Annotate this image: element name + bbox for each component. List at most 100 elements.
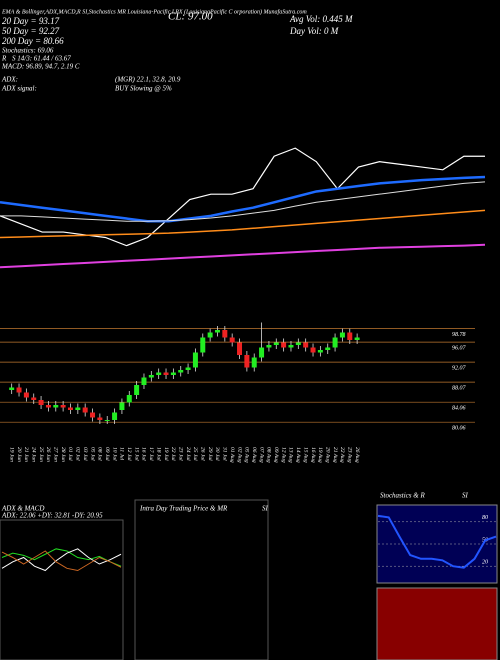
panel-title: SI bbox=[262, 505, 269, 513]
intraday-panel bbox=[134, 499, 269, 660]
date-label: 05 Jul bbox=[89, 447, 95, 461]
date-label: 19 Aug bbox=[317, 447, 323, 463]
date-label: 23 Aug bbox=[347, 447, 353, 463]
r: R bbox=[1, 55, 7, 63]
date-label: 09 Jul bbox=[104, 447, 110, 461]
date-label: 01 Aug bbox=[229, 447, 235, 463]
candle-body bbox=[31, 397, 37, 400]
date-label: 12 Jul bbox=[126, 447, 132, 461]
date-label: 30 Jul bbox=[214, 446, 220, 461]
date-label: 21 Jun bbox=[23, 447, 29, 462]
candle-body bbox=[347, 332, 353, 340]
date-label: 25 Jul bbox=[192, 447, 198, 461]
candle-body bbox=[237, 342, 243, 355]
date-label: 07 Aug bbox=[258, 447, 264, 463]
stoch14: S 14/3: 61.44 / 63.67 bbox=[12, 55, 71, 63]
price-level-label: 84.06 bbox=[452, 405, 466, 412]
series-line bbox=[1, 548, 122, 572]
candle-body bbox=[82, 407, 88, 413]
date-label: 19 Jun bbox=[8, 447, 14, 462]
date-label: 26 Jun bbox=[45, 447, 51, 462]
candle-body bbox=[163, 372, 169, 375]
candle-body bbox=[295, 342, 301, 345]
candle-body bbox=[317, 350, 323, 353]
candle-body bbox=[119, 402, 125, 410]
date-label: 28 Jun bbox=[60, 447, 66, 462]
candle-body bbox=[332, 337, 338, 348]
close: CL: 97.00 bbox=[168, 11, 213, 23]
candle-body bbox=[9, 387, 15, 390]
candle-body bbox=[266, 345, 272, 348]
date-label: 21 Aug bbox=[332, 447, 338, 463]
candle-body bbox=[303, 342, 309, 348]
candle-body bbox=[244, 355, 250, 368]
date-label: 18 Jul bbox=[155, 447, 161, 461]
candle-body bbox=[75, 407, 81, 410]
date-label: 15 Aug bbox=[302, 447, 308, 463]
candle-body bbox=[325, 347, 331, 350]
candle-body bbox=[156, 372, 162, 375]
candle-body bbox=[45, 405, 51, 408]
candle-body bbox=[185, 367, 191, 370]
candle-body bbox=[178, 370, 184, 373]
rsi-panel bbox=[376, 587, 498, 660]
adx-signal: ADX signal: bbox=[1, 85, 37, 93]
price-level-label: 88.07 bbox=[452, 386, 467, 392]
panel-title: Stochastics & R bbox=[380, 492, 425, 500]
date-label: 22 Jul bbox=[170, 447, 176, 461]
adx-label: ADX: bbox=[1, 76, 18, 84]
candle-body bbox=[134, 385, 140, 395]
date-label: 26 Aug bbox=[354, 447, 360, 463]
price-level-label: 92.07 bbox=[452, 366, 467, 372]
ma200: 200 Day = 80.66 bbox=[2, 36, 64, 46]
candle-body bbox=[16, 387, 22, 393]
candle-body bbox=[259, 347, 265, 358]
date-label: 05 Aug bbox=[244, 447, 250, 463]
panel-title: SI bbox=[462, 492, 469, 500]
date-label: 24 Jun bbox=[30, 447, 37, 462]
date-label: 27 Jun bbox=[53, 447, 59, 462]
date-label: 02 Jul bbox=[75, 447, 81, 461]
stoch-panel bbox=[376, 504, 498, 584]
date-label: 25 Jun bbox=[38, 447, 44, 462]
candle-body bbox=[112, 412, 118, 420]
date-label: 02 Aug bbox=[236, 447, 242, 463]
candle-body bbox=[273, 342, 279, 345]
date-label: 14 Aug bbox=[295, 447, 302, 463]
header-line: EMA & Bollinger,ADX,MACD,R SI,Stochastic… bbox=[1, 8, 307, 15]
signal: BUY Slowing @ 5% bbox=[115, 85, 172, 93]
date-label: 15 Jul bbox=[133, 447, 139, 461]
date-label: 23 Jul bbox=[177, 447, 183, 461]
candle-body bbox=[126, 395, 132, 403]
candle-body bbox=[281, 342, 287, 348]
day-vol: Day Vol: 0 M bbox=[289, 26, 339, 36]
candle-body bbox=[97, 417, 103, 420]
series-line bbox=[1, 548, 122, 567]
adx-panel bbox=[0, 519, 124, 660]
date-label: 09 Aug bbox=[273, 447, 279, 463]
y-tick-label: 80 bbox=[482, 515, 488, 521]
candle-body bbox=[170, 372, 176, 375]
macd: MACD: 96.89, 94.7, 2.19 C bbox=[1, 63, 80, 71]
panel-subtitle: ADX: 22.06 +DY: 32.81 -DY: 20.95 bbox=[1, 512, 103, 520]
date-label: 22 Aug bbox=[339, 447, 345, 463]
panel-title: ADX & MACD bbox=[1, 505, 44, 513]
ma50: 50 Day = 92.27 bbox=[2, 26, 60, 36]
date-label: 06 Aug bbox=[251, 447, 257, 463]
candle-body bbox=[53, 405, 59, 408]
panel-title: Intra Day Trading Price & MR bbox=[139, 505, 228, 513]
date-label: 10 Jul bbox=[111, 447, 117, 461]
date-label: 24 Jul bbox=[185, 447, 192, 461]
series-line bbox=[0, 147, 485, 247]
candle-body bbox=[192, 352, 198, 368]
candle-body bbox=[60, 405, 66, 408]
date-label: 11 Jul bbox=[119, 447, 125, 461]
stoch: Stochastics: 69.06 bbox=[2, 47, 54, 55]
series-line bbox=[0, 175, 486, 223]
avg-vol: Avg Vol: 0.445 M bbox=[289, 14, 353, 24]
date-label: 16 Aug bbox=[310, 447, 316, 463]
candle-body bbox=[229, 337, 235, 343]
candle-body bbox=[310, 347, 316, 353]
date-label: 12 Aug bbox=[280, 447, 286, 463]
